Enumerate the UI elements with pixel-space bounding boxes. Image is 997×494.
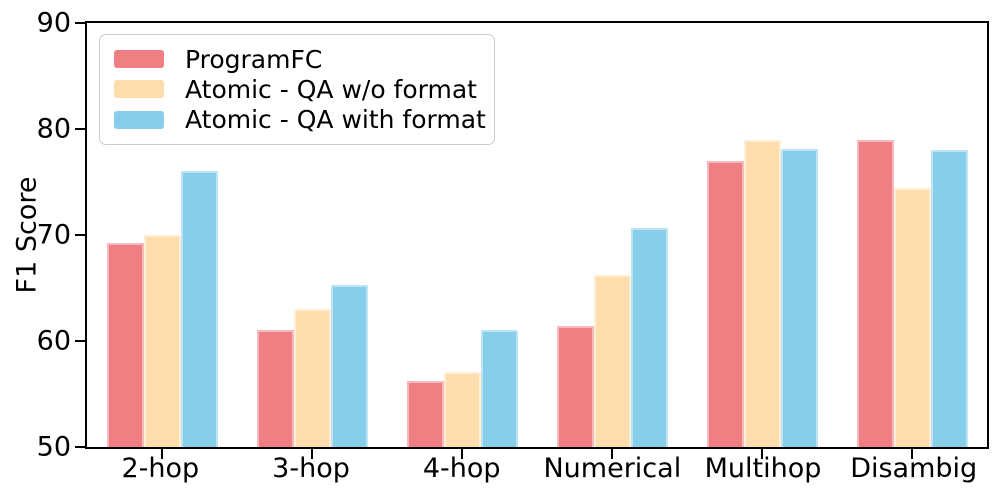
x-axis: 2-hop 3-hop 4-hop Numerical Multihop Disambig (85, 453, 989, 484)
bar-programfc-2-hop (106, 243, 144, 447)
legend-swatch (114, 80, 164, 99)
bars-container (87, 23, 987, 459)
bar-group-multihop (687, 23, 837, 459)
y-tick (75, 446, 85, 448)
bar-atomic-qa-w-o-format-multihop (743, 139, 781, 447)
bar-group-4-hop (387, 23, 537, 459)
bar-programfc-4-hop (406, 381, 444, 447)
bar-atomic-qa-w-o-format-2-hop (143, 235, 181, 447)
y-tick-label: 70 (36, 219, 71, 251)
bar-atomic-qa-w-o-format-disambig (893, 188, 931, 447)
legend-label: Atomic - QA with format (185, 105, 486, 135)
x-tick-label-disambig: Disambig (850, 453, 978, 484)
bar-group-2-hop (87, 23, 237, 459)
y-tick (75, 234, 85, 236)
x-tick-label-3-hop: 3-hop (272, 453, 350, 484)
y-tick-label: 80 (36, 113, 71, 145)
legend-swatch (114, 110, 164, 129)
x-tick (311, 449, 313, 459)
bar-atomic-qa-w-o-format-numerical (593, 275, 631, 447)
legend-item: ProgramFC (114, 44, 474, 74)
x-tick (461, 449, 463, 459)
y-tick (75, 128, 85, 130)
x-tick (761, 449, 763, 459)
legend-label: Atomic - QA w/o format (185, 74, 477, 104)
bar-atomic-qa-with-format-multihop (780, 149, 818, 447)
bar-programfc-numerical (556, 326, 594, 447)
bar-atomic-qa-w-o-format-3-hop (293, 309, 331, 447)
legend: ProgramFC Atomic - QA w/o format Atomic - … (99, 34, 495, 145)
x-tick-label-multihop: Multihop (704, 453, 822, 484)
plot-area: 50 60 70 80 90 ProgramFC Atomic - QA w/o form… (37, 10, 989, 461)
y-tick-label: 50 (36, 431, 71, 463)
bar-atomic-qa-with-format-4-hop (480, 330, 518, 447)
legend-swatch (114, 50, 164, 69)
legend-item: Atomic - QA with format (114, 105, 486, 135)
y-tick (75, 22, 85, 24)
x-tick (611, 449, 613, 459)
bar-programfc-disambig (856, 139, 894, 447)
y-tick-label: 60 (36, 325, 71, 357)
bar-atomic-qa-with-format-disambig (930, 150, 968, 447)
bar-programfc-multihop (706, 160, 744, 447)
bar-group-3-hop (237, 23, 387, 459)
legend-item: Atomic - QA w/o format (114, 74, 477, 104)
bar-atomic-qa-with-format-numerical (630, 227, 668, 447)
bar-group-numerical (537, 23, 687, 459)
bar-programfc-3-hop (256, 330, 294, 447)
legend-label: ProgramFC (185, 44, 323, 74)
y-tick (75, 340, 85, 342)
x-tick-label-numerical: Numerical (543, 453, 682, 484)
x-tick-label-4-hop: 4-hop (422, 453, 501, 484)
x-tick (161, 449, 163, 459)
x-tick-label-2-hop: 2-hop (121, 453, 200, 484)
y-tick-label: 90 (36, 7, 71, 39)
bar-atomic-qa-w-o-format-4-hop (443, 371, 481, 447)
bar-atomic-qa-with-format-2-hop (180, 171, 218, 447)
bar-group-disambig (837, 23, 987, 459)
x-tick (911, 449, 913, 459)
bar-atomic-qa-with-format-3-hop (330, 284, 368, 447)
